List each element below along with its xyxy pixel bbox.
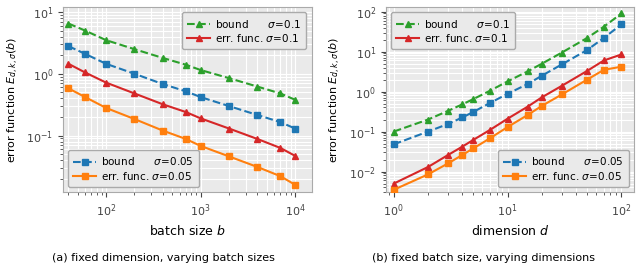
Text: (b) fixed batch size, varying dimensions: (b) fixed batch size, varying dimensions bbox=[372, 253, 595, 263]
Y-axis label: error function $E_{d,k,\sigma}(b)$: error function $E_{d,k,\sigma}(b)$ bbox=[6, 36, 20, 163]
Text: (a) fixed dimension, varying batch sizes: (a) fixed dimension, varying batch sizes bbox=[52, 253, 275, 263]
X-axis label: batch size $b$: batch size $b$ bbox=[149, 224, 226, 238]
Legend: bound      $\sigma\!=\!0.05$, err. func. $\sigma\!=\!0.05$: bound $\sigma\!=\!0.05$, err. func. $\si… bbox=[68, 150, 199, 187]
Y-axis label: error function $E_{d,k,\sigma}(b)$: error function $E_{d,k,\sigma}(b)$ bbox=[328, 36, 344, 163]
X-axis label: dimension $d$: dimension $d$ bbox=[471, 224, 550, 238]
Legend: bound      $\sigma\!=\!0.05$, err. func. $\sigma\!=\!0.05$: bound $\sigma\!=\!0.05$, err. func. $\si… bbox=[498, 150, 629, 187]
